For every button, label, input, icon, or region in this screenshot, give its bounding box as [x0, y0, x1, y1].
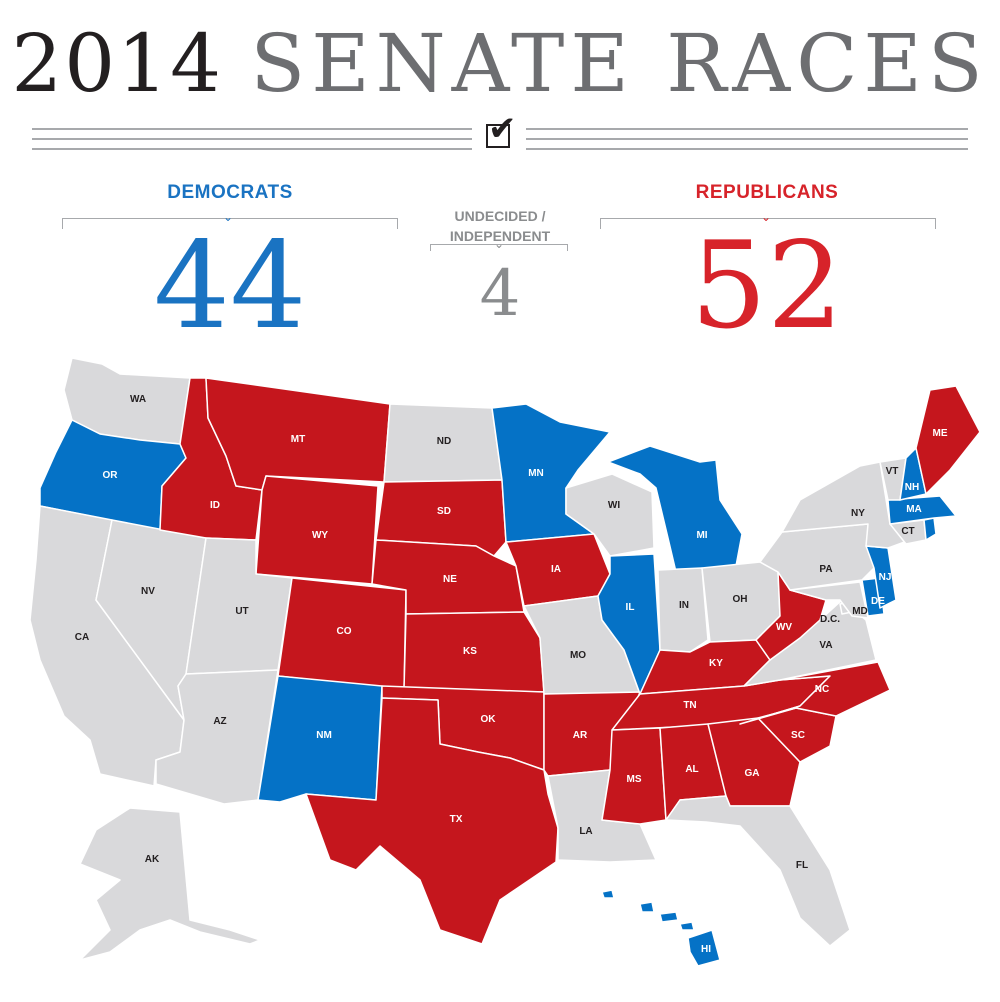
state-label-nd: ND — [437, 436, 451, 447]
state-label-tx: TX — [450, 814, 463, 825]
state-label-ca: CA — [75, 632, 89, 643]
state-VA[interactable] — [743, 599, 877, 687]
state-label-hi: HI — [701, 944, 711, 955]
state-IL[interactable] — [597, 553, 661, 695]
undecided-count: 4 — [479, 257, 521, 331]
title-rest: SENATE RACES — [250, 17, 989, 110]
state-label-ny: NY — [851, 508, 865, 519]
state-FL[interactable] — [665, 795, 851, 947]
state-label-ky: KY — [709, 658, 723, 669]
state-label-sc: SC — [791, 730, 805, 741]
page-title: 2014 SENATE RACES — [0, 14, 1000, 114]
undecided-label: UNDECIDED / INDEPENDENT — [430, 206, 570, 246]
state-label-ar: AR — [573, 730, 588, 741]
republicans-count: 52 — [690, 217, 844, 356]
state-label-al: AL — [685, 764, 698, 775]
republicans-label: REPUBLICANS — [695, 182, 839, 203]
state-label-nj: NJ — [879, 572, 892, 583]
title-rule-left-2 — [32, 138, 472, 140]
state-TX[interactable] — [305, 697, 559, 945]
state-label-ia: IA — [551, 564, 561, 575]
state-MD[interactable] — [789, 581, 869, 619]
state-label-de: DE — [871, 596, 885, 607]
state-label-ne: NE — [443, 574, 457, 585]
title-rule-right-2 — [526, 138, 968, 140]
state-label-me: ME — [933, 428, 948, 439]
republicans-bracket — [600, 218, 936, 229]
state-label-mn: MN — [528, 468, 544, 479]
state-label-az: AZ — [213, 716, 226, 727]
state-label-co: CO — [337, 626, 352, 637]
state-label-wi: WI — [608, 500, 620, 511]
state-label-nv: NV — [141, 586, 155, 597]
state-label-wa: WA — [130, 394, 146, 405]
state-label-ut: UT — [235, 606, 248, 617]
state-label-oh: OH — [733, 594, 748, 605]
undecided-label-line1: UNDECIDED / — [454, 208, 546, 224]
state-label-sd: SD — [437, 506, 451, 517]
state-WY[interactable] — [255, 475, 379, 585]
state-label-nc: NC — [815, 684, 829, 695]
state-label-ks: KS — [463, 646, 477, 657]
state-label-in: IN — [679, 600, 689, 611]
state-label-md: MD — [852, 606, 868, 617]
democrats-bracket — [62, 218, 398, 229]
state-AK[interactable] — [79, 807, 261, 961]
state-label-nh: NH — [905, 482, 919, 493]
undecided-bracket — [430, 244, 568, 251]
state-label-ok: OK — [481, 714, 497, 725]
title-rule-left-1 — [32, 128, 472, 130]
democrats-count: 44 — [153, 217, 307, 356]
state-label-mt: MT — [291, 434, 305, 445]
title-rule-right-1 — [526, 128, 968, 130]
state-label-nm: NM — [316, 730, 332, 741]
state-label-ma: MA — [906, 504, 922, 515]
state-label-wv: WV — [776, 622, 792, 633]
checkbox-icon — [486, 124, 510, 148]
state-label-mo: MO — [570, 650, 586, 661]
state-label-id: ID — [210, 500, 220, 511]
undecided-label-line2: INDEPENDENT — [449, 228, 551, 244]
state-label-or: OR — [103, 470, 119, 481]
state-label-wy: WY — [312, 530, 328, 541]
title-rule-right-3 — [526, 148, 968, 150]
state-label-dc: D.C. — [820, 614, 840, 625]
state-label-il: IL — [626, 602, 635, 613]
state-label-va: VA — [819, 640, 832, 651]
state-NC[interactable] — [739, 661, 891, 725]
undecided-chevron-icon: ⌄ — [494, 237, 505, 251]
state-label-ri: RI — [931, 536, 941, 547]
state-MA[interactable] — [887, 495, 957, 525]
state-IN[interactable] — [657, 567, 709, 653]
state-label-ak: AK — [145, 854, 160, 865]
state-ME[interactable] — [915, 385, 981, 495]
democrats-label: DEMOCRATS — [167, 182, 293, 203]
state-WI[interactable] — [565, 473, 655, 557]
title-year: 2014 — [11, 17, 223, 110]
state-label-tn: TN — [683, 700, 696, 711]
state-label-vt: VT — [886, 466, 899, 477]
state-HI[interactable] — [601, 889, 721, 967]
state-label-fl: FL — [796, 860, 808, 871]
title-rule-left-3 — [32, 148, 472, 150]
state-label-ct: CT — [901, 526, 914, 537]
republicans-chevron-icon: ⌄ — [761, 210, 772, 224]
state-label-ms: MS — [627, 774, 642, 785]
state-label-pa: PA — [819, 564, 832, 575]
state-label-mi: MI — [696, 530, 707, 541]
democrats-chevron-icon: ⌄ — [223, 210, 234, 224]
state-label-ga: GA — [745, 768, 760, 779]
checkmark-icon: ✔ — [488, 109, 517, 149]
state-label-la: LA — [579, 826, 592, 837]
state-MI[interactable] — [607, 445, 743, 573]
